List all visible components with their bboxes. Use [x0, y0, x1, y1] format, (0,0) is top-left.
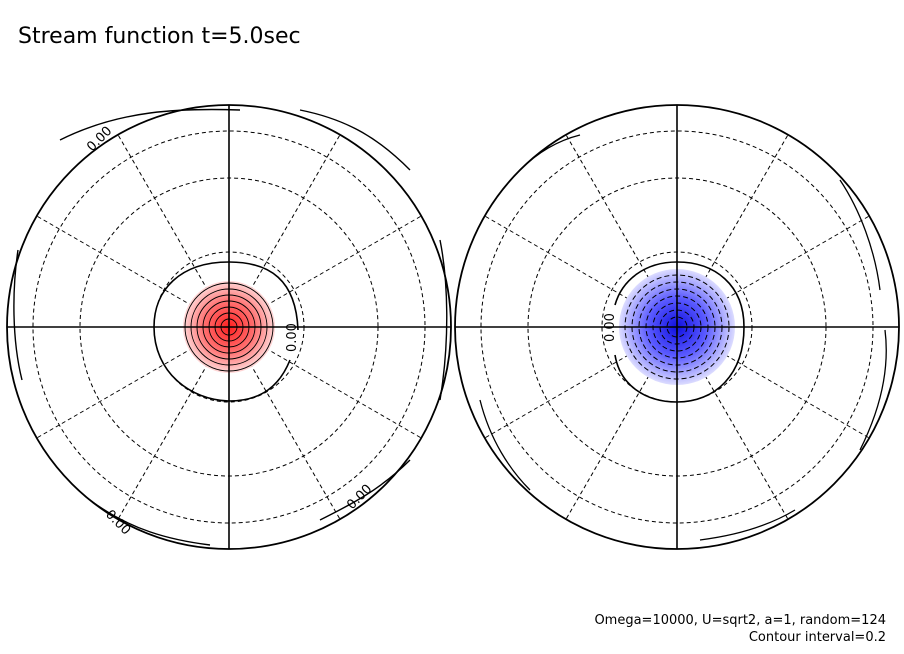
- right-contour-labels: 0.00: [603, 313, 618, 342]
- right-contours: [454, 104, 900, 550]
- left-hemisphere: 0.00 0.00 0.00 0.00: [6, 104, 452, 550]
- contour-label: 0.00: [285, 323, 300, 352]
- edge-contours: [479, 134, 887, 541]
- parameter-line: Omega=10000, U=sqrt2, a=1, random=124: [594, 613, 886, 628]
- left-contours: [6, 104, 452, 550]
- contour-label: 0.00: [102, 507, 133, 538]
- edge-contours: [13, 108, 448, 546]
- plot-title: Stream function t=5.0sec: [18, 24, 301, 49]
- right-hemisphere: 0.00: [454, 104, 900, 550]
- contour-interval-line: Contour interval=0.2: [748, 630, 886, 645]
- parameter-caption: Omega=10000, U=sqrt2, a=1, random=124 Co…: [594, 612, 886, 646]
- contour-label: 0.00: [603, 313, 618, 342]
